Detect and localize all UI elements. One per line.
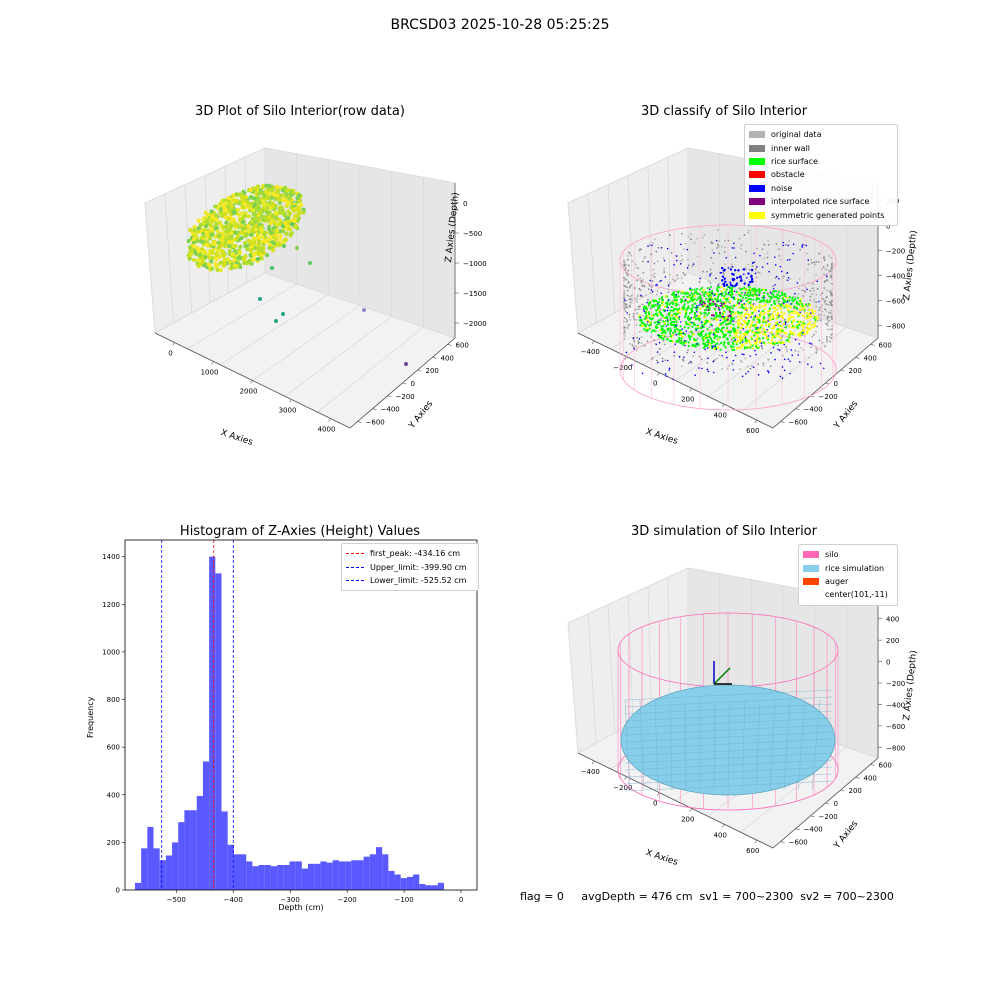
legend-swatch bbox=[749, 211, 765, 219]
legend-label: interpolated rice surface bbox=[771, 197, 870, 207]
legend-line bbox=[346, 553, 364, 555]
legend-label: symmetric generated points bbox=[771, 210, 885, 220]
legend-label: rice simulation bbox=[825, 563, 885, 573]
legend-label: original data bbox=[771, 130, 822, 140]
legend-label: obstacle bbox=[771, 170, 805, 180]
legend-label: center(101,-11) bbox=[825, 590, 888, 600]
simulation-legend: silo rice simulation auger center(101,-1… bbox=[798, 544, 898, 606]
legend-item: Upper_limit: -399.90 cm bbox=[346, 560, 474, 573]
histogram-x-label: Depth (cm) bbox=[278, 903, 324, 912]
figure-title: BRCSD03 2025-10-28 05:25:25 bbox=[390, 17, 610, 33]
legend-item: noise bbox=[749, 182, 893, 195]
legend-line bbox=[346, 566, 364, 568]
legend-swatch bbox=[803, 564, 819, 572]
classify-plot-title: 3D classify of Silo Interior bbox=[640, 104, 808, 119]
legend-item: Lower_limit: -525.52 cm bbox=[346, 574, 474, 587]
histogram-legend: first_peak: -434.16 cm Upper_limit: -399… bbox=[341, 543, 479, 592]
legend-item: rice simulation bbox=[803, 561, 893, 574]
legend-label: rice surface bbox=[771, 156, 818, 166]
legend-swatch bbox=[803, 551, 819, 559]
classify-legend: original data inner wall rice surface ob… bbox=[744, 124, 898, 226]
legend-item: interpolated rice surface bbox=[749, 195, 893, 208]
legend-swatch bbox=[749, 131, 765, 139]
legend-swatch bbox=[803, 591, 819, 598]
legend-swatch bbox=[749, 144, 765, 152]
legend-label: Lower_limit: -525.52 cm bbox=[370, 575, 467, 585]
legend-swatch bbox=[803, 577, 819, 585]
histogram-y-label: Frequency bbox=[86, 696, 95, 738]
legend-label: silo bbox=[825, 550, 839, 560]
legend-item: center(101,-11) bbox=[803, 588, 893, 601]
legend-item: first_peak: -434.16 cm bbox=[346, 547, 474, 560]
legend-swatch bbox=[749, 171, 765, 179]
legend-item: rice surface bbox=[749, 155, 893, 168]
legend-label: inner wall bbox=[771, 143, 811, 153]
legend-swatch bbox=[749, 184, 765, 192]
legend-label: first_peak: -434.16 cm bbox=[370, 549, 461, 559]
legend-item: obstacle bbox=[749, 168, 893, 181]
legend-item: symmetric generated points bbox=[749, 208, 893, 221]
legend-label: noise bbox=[771, 183, 793, 193]
legend-item: inner wall bbox=[749, 141, 893, 154]
legend-swatch bbox=[749, 157, 765, 165]
legend-line bbox=[346, 579, 364, 581]
legend-label: auger bbox=[825, 576, 849, 586]
legend-swatch bbox=[749, 198, 765, 206]
status-footer: flag = 0 avgDepth = 476 cm sv1 = 700~230… bbox=[520, 890, 894, 903]
legend-item: silo bbox=[803, 548, 893, 561]
histogram-title: Histogram of Z-Axies (Height) Values bbox=[179, 524, 421, 539]
simulation-plot-title: 3D simulation of Silo Interior bbox=[631, 524, 817, 539]
raw-plot-title: 3D Plot of Silo Interior(row data) bbox=[195, 104, 405, 119]
legend-label: Upper_limit: -399.90 cm bbox=[370, 562, 467, 572]
legend-item: auger bbox=[803, 575, 893, 588]
legend-item: original data bbox=[749, 128, 893, 141]
